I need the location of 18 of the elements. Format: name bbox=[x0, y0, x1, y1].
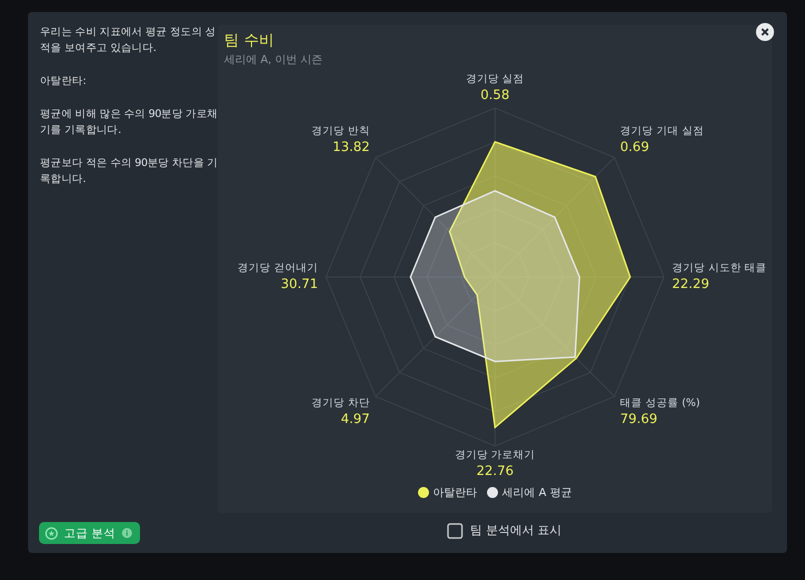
text: 우리는 수비 지표에서 평균 정도의 성적을 보여주고 있습니다. bbox=[40, 25, 217, 56]
chart-subtitle: 세리에 A, 이번 시즌 bbox=[224, 52, 323, 67]
text: 고급 분석 bbox=[64, 526, 116, 540]
spoke-label: 경기당 가로채기 22.76 bbox=[454, 449, 536, 479]
legend-label: 세리에 A 평균 bbox=[501, 485, 572, 500]
text: 평균보다 적은 수의 90분당 차단을 기록합니다. bbox=[40, 156, 218, 187]
text: 팀 분석에서 표시 bbox=[470, 522, 562, 539]
legend-label: 아탈란타 bbox=[432, 485, 478, 500]
text: 평균에 비해 많은 수의 90분당 가로채기를 기록합니다. bbox=[40, 107, 218, 138]
spoke-label: 태클 성공률 (%) 79.69 bbox=[620, 397, 700, 428]
spoke-label: 경기당 걷어내기 30.71 bbox=[238, 262, 318, 292]
text: 아탈란타: bbox=[40, 74, 88, 89]
spoke-label: 경기당 차단 4.97 bbox=[312, 397, 370, 428]
spoke-label: 경기당 반칙 13.82 bbox=[312, 124, 370, 155]
spoke-label: 경기당 실점 0.58 bbox=[466, 73, 524, 103]
chart-title: 팀 수비 bbox=[224, 31, 274, 50]
spoke-label: 경기당 시도한 태클 22.29 bbox=[672, 262, 767, 292]
spoke-label: 경기당 기대 실점 0.69 bbox=[620, 124, 704, 155]
